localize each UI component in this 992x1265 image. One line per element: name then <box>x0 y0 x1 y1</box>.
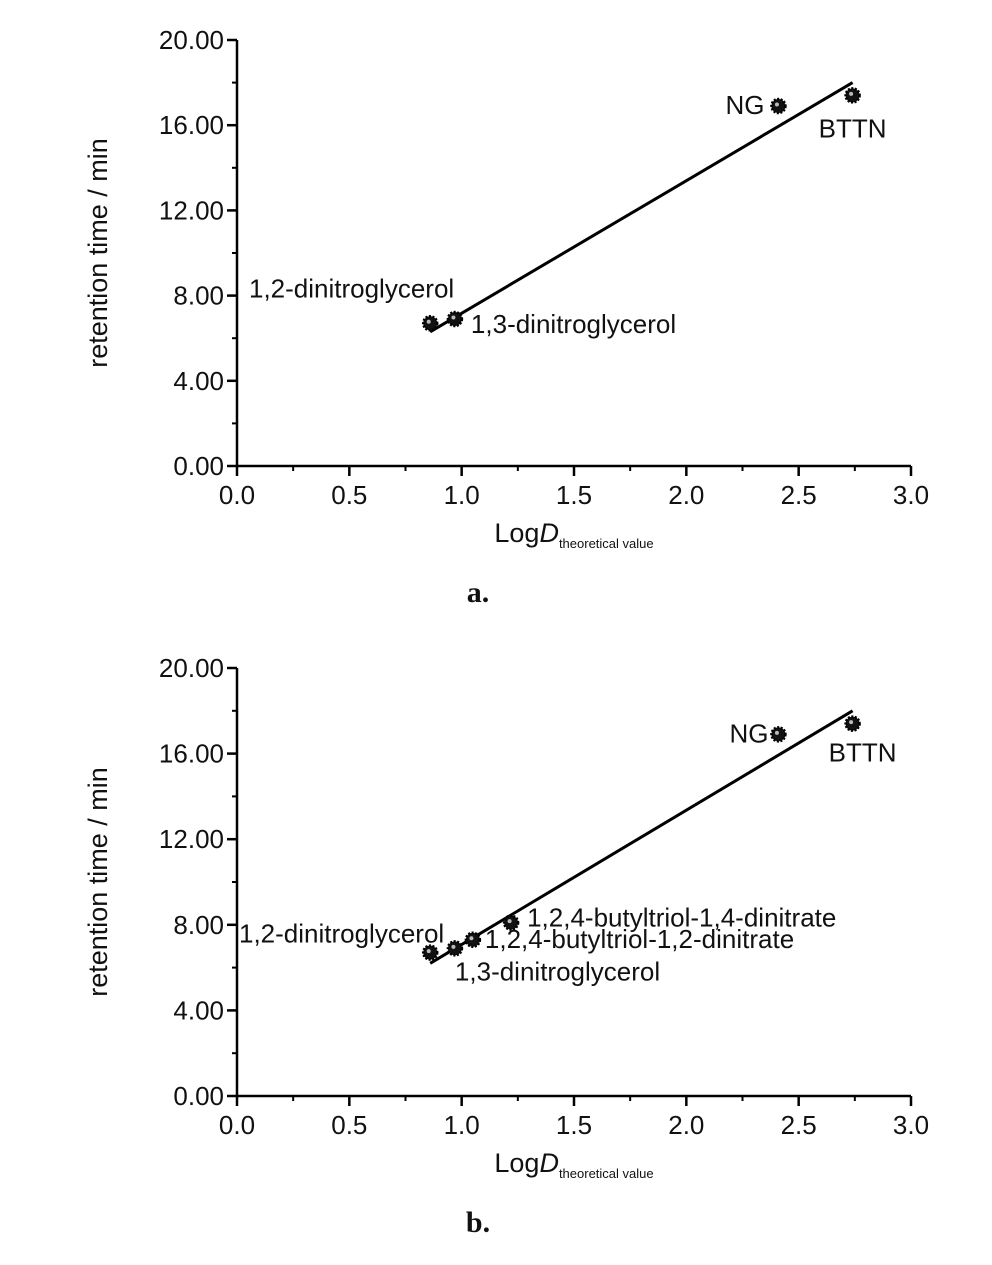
x-tick-label: 0.0 <box>219 1110 255 1140</box>
data-point <box>421 944 439 961</box>
x-tick-label: 0.5 <box>331 480 367 510</box>
x-axis-title: LogDtheoretical value <box>494 1148 653 1181</box>
y-tick-label: 4.00 <box>173 995 224 1025</box>
y-tick-label: 12.00 <box>159 195 224 225</box>
data-point-highlight <box>426 319 431 324</box>
point-label: 1,2,4-butyltriol-1,4-dinitrate <box>527 903 836 933</box>
y-tick-label: 4.00 <box>173 366 224 396</box>
y-tick-label: 8.00 <box>173 910 224 940</box>
data-point-highlight <box>426 949 431 954</box>
x-tick-label: 3.0 <box>893 1110 929 1140</box>
y-axis-title: retention time / min <box>83 138 113 368</box>
point-label: NG <box>729 718 768 748</box>
data-point <box>770 97 787 115</box>
data-point-highlight <box>849 720 854 725</box>
x-tick-label: 2.0 <box>668 480 704 510</box>
data-point-highlight <box>849 91 854 96</box>
fit-line <box>429 709 854 965</box>
y-tick-label: 0.00 <box>173 451 224 481</box>
data-point <box>421 315 439 332</box>
x-tick-label: 1.5 <box>556 1110 592 1140</box>
data-point <box>464 931 482 949</box>
data-point-highlight <box>469 936 474 941</box>
x-tick-label: 1.0 <box>444 480 480 510</box>
data-point <box>844 715 861 732</box>
data-point <box>446 310 464 328</box>
x-tick-label: 0.5 <box>331 1110 367 1140</box>
data-point-highlight <box>451 315 456 320</box>
data-point-highlight <box>451 944 456 949</box>
y-tick-label: 16.00 <box>159 739 224 769</box>
x-tick-label: 1.0 <box>444 1110 480 1140</box>
y-tick-label: 20.00 <box>159 653 224 683</box>
data-point-highlight <box>774 730 779 735</box>
data-point-highlight <box>507 919 512 924</box>
point-label: 1,3-dinitroglycerol <box>471 309 676 339</box>
x-tick-label: 2.0 <box>668 1110 704 1140</box>
y-tick-label: 8.00 <box>173 281 224 311</box>
data-point <box>770 726 787 743</box>
point-label: BTTN <box>819 113 887 143</box>
x-tick-label: 0.0 <box>219 480 255 510</box>
x-tick-label: 3.0 <box>893 480 929 510</box>
fit-line <box>429 81 854 334</box>
y-tick-label: 20.00 <box>159 25 224 55</box>
chart-panel-a: 0.00 4.00 8.00 12.00 16.00 20.00 0.0 0.5 1.0 1.5 2… <box>83 25 929 609</box>
data-point <box>446 940 464 957</box>
y-axis-title: retention time / min <box>83 767 113 997</box>
x-tick-label: 2.5 <box>781 480 817 510</box>
data-point-highlight <box>774 102 779 107</box>
data-point <box>844 87 861 104</box>
y-tick-label: 12.00 <box>159 824 224 854</box>
data-point <box>502 914 520 931</box>
point-label: 1,2-dinitroglycerol <box>249 273 454 303</box>
point-label: 1,2-dinitroglycerol <box>239 919 444 949</box>
chart-panel-b: 0.00 4.00 8.00 12.00 16.00 20.00 0.0 0.5 1.0 1.5 2… <box>83 653 929 1239</box>
y-tick-label: 0.00 <box>173 1081 224 1111</box>
panel-caption: a. <box>467 576 490 609</box>
point-label: 1,3-dinitroglycerol <box>455 956 660 986</box>
x-tick-label: 1.5 <box>556 480 592 510</box>
point-label: 1,2,4-butyltriol-1,2-dinitrate <box>485 924 794 954</box>
x-axis-title: LogDtheoretical value <box>494 518 653 551</box>
x-tick-label: 2.5 <box>781 1110 817 1140</box>
y-tick-label: 16.00 <box>159 110 224 140</box>
point-label: NG <box>725 90 764 120</box>
point-label: BTTN <box>829 738 897 768</box>
panel-caption: b. <box>466 1206 490 1239</box>
